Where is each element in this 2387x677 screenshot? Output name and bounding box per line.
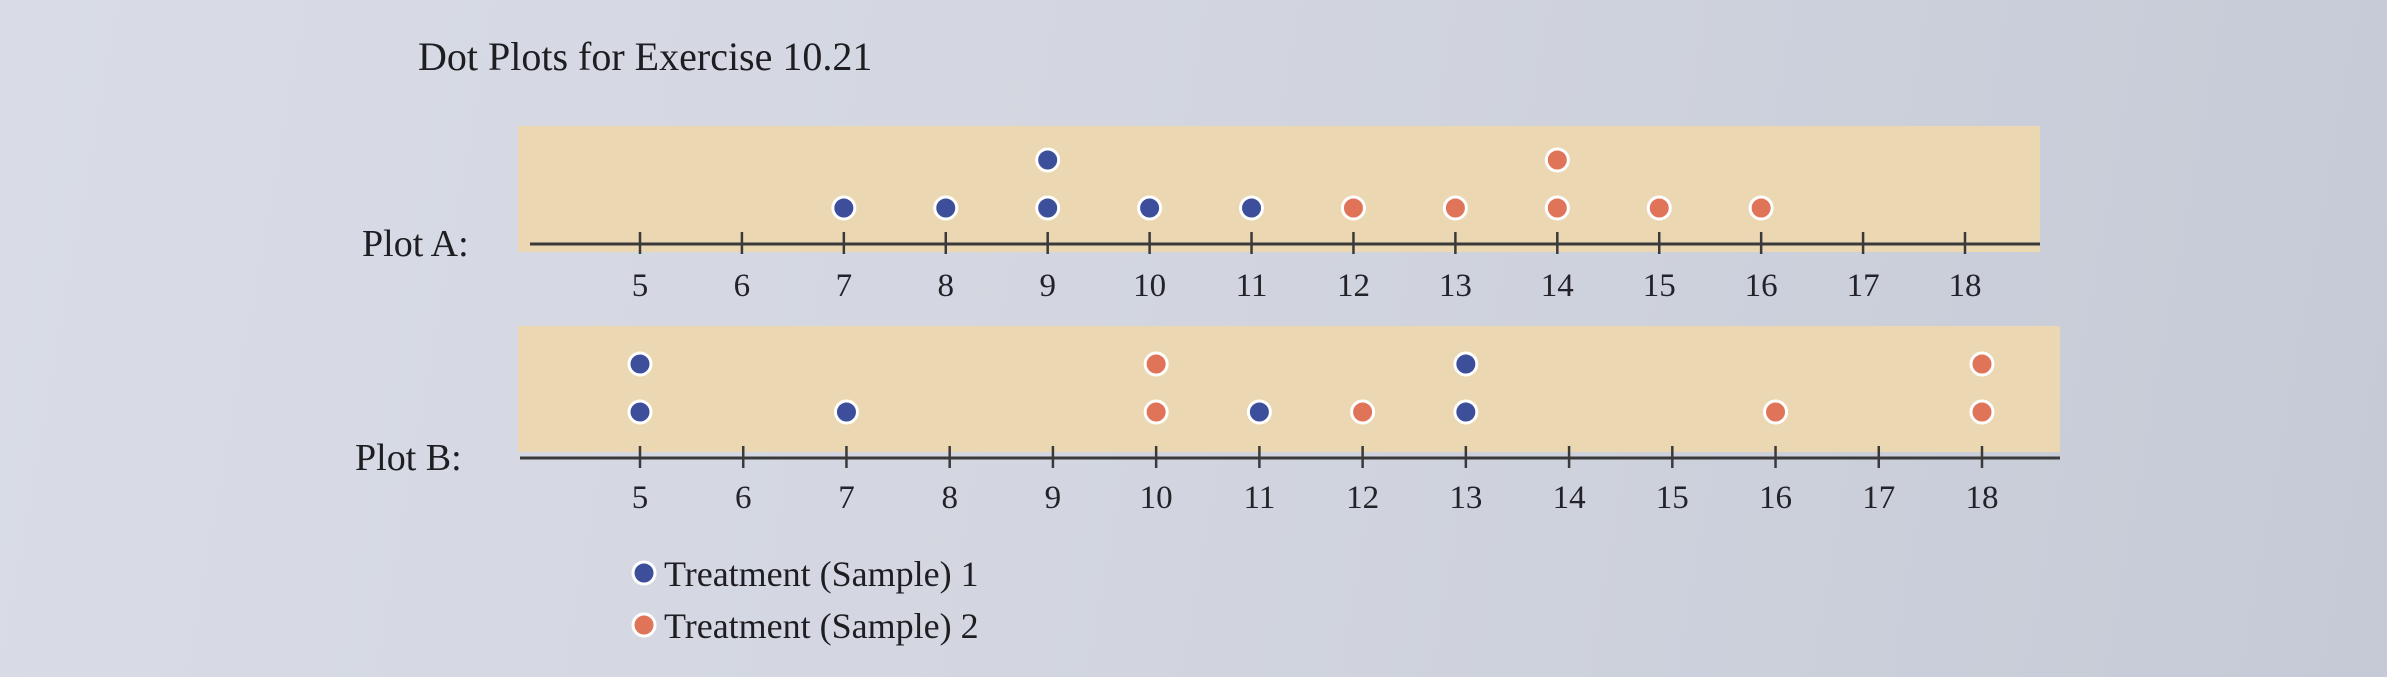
data-dot-sample-1 bbox=[933, 195, 959, 221]
data-dot-sample-2 bbox=[1748, 195, 1774, 221]
x-tick-label: 12 bbox=[1337, 268, 1370, 304]
x-tick-label: 13 bbox=[1449, 480, 1482, 516]
x-tick-label: 9 bbox=[1045, 480, 1062, 516]
data-dot-sample-1 bbox=[1246, 399, 1272, 425]
data-dot-sample-1 bbox=[1137, 195, 1163, 221]
data-dot-sample-2 bbox=[1350, 399, 1376, 425]
x-tick-label: 12 bbox=[1346, 480, 1379, 516]
legend-label-sample-2: Treatment (Sample) 2 bbox=[664, 606, 979, 646]
plot-b-tick-labels: 5 6 7 8 9 10 11 12 13 14 15 16 17 18 bbox=[632, 480, 1999, 516]
x-tick-label: 5 bbox=[632, 480, 649, 516]
plot-a-ticks bbox=[638, 232, 1967, 254]
data-dot-sample-2 bbox=[1442, 195, 1468, 221]
data-dot-sample-2 bbox=[1969, 399, 1995, 425]
x-tick-label: 8 bbox=[941, 480, 958, 516]
x-tick-label: 17 bbox=[1862, 480, 1895, 516]
data-dot-sample-1 bbox=[627, 351, 653, 377]
data-dot-sample-1 bbox=[1239, 195, 1265, 221]
plot-b-ticks bbox=[638, 446, 1984, 468]
data-dot-sample-1 bbox=[833, 399, 859, 425]
data-dot-sample-2 bbox=[1143, 399, 1169, 425]
data-dot-sample-1 bbox=[627, 399, 653, 425]
data-dot-sample-2 bbox=[1544, 147, 1570, 173]
x-tick-label: 7 bbox=[836, 268, 853, 304]
legend-label-sample-1: Treatment (Sample) 1 bbox=[664, 554, 979, 594]
chart-title: Dot Plots for Exercise 10.21 bbox=[418, 34, 872, 79]
plot-a-tick-labels: 5 6 7 8 9 10 11 12 13 14 15 16 17 18 bbox=[632, 268, 1982, 304]
data-dot-sample-1 bbox=[831, 195, 857, 221]
x-tick-label: 10 bbox=[1133, 268, 1166, 304]
data-dot-sample-2 bbox=[1763, 399, 1789, 425]
x-tick-label: 10 bbox=[1140, 480, 1173, 516]
data-dot-sample-1 bbox=[1453, 399, 1479, 425]
data-dot-sample-2 bbox=[1544, 195, 1570, 221]
plot-b-dots bbox=[627, 351, 1995, 425]
data-dot-sample-2 bbox=[1143, 351, 1169, 377]
data-dot-sample-2 bbox=[1969, 351, 1995, 377]
legend: Treatment (Sample) 1 Treatment (Sample) … bbox=[631, 554, 979, 646]
x-tick-label: 15 bbox=[1643, 268, 1676, 304]
plot-a-dots bbox=[831, 147, 1774, 221]
x-tick-label: 6 bbox=[735, 480, 752, 516]
data-dot-sample-2 bbox=[1340, 195, 1366, 221]
legend-dot-sample-2 bbox=[631, 612, 657, 638]
x-tick-label: 8 bbox=[938, 268, 955, 304]
x-tick-label: 5 bbox=[632, 268, 649, 304]
data-dot-sample-1 bbox=[1453, 351, 1479, 377]
x-tick-label: 18 bbox=[1949, 268, 1982, 304]
data-dot-sample-2 bbox=[1646, 195, 1672, 221]
x-tick-label: 13 bbox=[1439, 268, 1472, 304]
data-dot-sample-1 bbox=[1035, 195, 1061, 221]
x-tick-label: 18 bbox=[1966, 480, 1999, 516]
plot-a: Plot A: 5 6 7 8 9 10 11 12 13 14 15 16 17 18 bbox=[362, 126, 2040, 304]
plot-a-band bbox=[518, 126, 2040, 252]
x-tick-label: 17 bbox=[1847, 268, 1880, 304]
plot-a-label: Plot A: bbox=[362, 223, 469, 265]
x-tick-label: 16 bbox=[1759, 480, 1792, 516]
x-tick-label: 14 bbox=[1553, 480, 1586, 516]
plot-b-band bbox=[518, 326, 2060, 452]
x-tick-label: 15 bbox=[1656, 480, 1689, 516]
x-tick-label: 16 bbox=[1745, 268, 1778, 304]
x-tick-label: 7 bbox=[838, 480, 855, 516]
x-tick-label: 11 bbox=[1236, 268, 1268, 304]
x-tick-label: 9 bbox=[1039, 268, 1056, 304]
x-tick-label: 14 bbox=[1541, 268, 1574, 304]
plot-b-label: Plot B: bbox=[355, 437, 462, 479]
x-tick-label: 6 bbox=[734, 268, 751, 304]
data-dot-sample-1 bbox=[1035, 147, 1061, 173]
legend-dot-sample-1 bbox=[631, 560, 657, 586]
plot-b: Plot B: 5 6 7 8 9 10 11 12 13 14 15 16 17 18 bbox=[355, 326, 2060, 516]
x-tick-label: 11 bbox=[1243, 480, 1275, 516]
